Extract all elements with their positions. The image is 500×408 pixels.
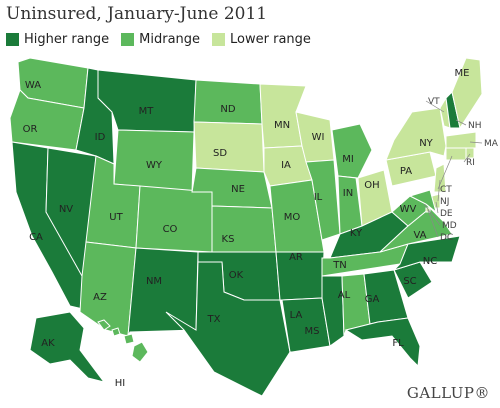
state-ri (465, 147, 475, 159)
state-label-nv: NV (59, 204, 73, 215)
state-label-tn: TN (332, 260, 347, 271)
state-label-nc: NC (423, 256, 437, 267)
leader-line-md (423, 203, 441, 226)
state-label-ny: NY (419, 138, 433, 149)
state-label-me: ME (455, 68, 470, 79)
legend: Higher range Midrange Lower range (6, 32, 311, 47)
state-ms (321, 275, 345, 347)
legend-swatch-mid (121, 33, 135, 46)
state-label-il: IL (314, 192, 323, 203)
state-hi (97, 319, 111, 331)
state-label-mi: MI (342, 154, 354, 165)
legend-swatch-high (6, 33, 19, 46)
state-label-co: CO (163, 224, 178, 235)
map-title: Uninsured, January-June 2011 (6, 4, 268, 24)
state-label-ar: AR (289, 252, 303, 263)
state-label-ga: GA (365, 294, 380, 305)
leader-line-nh (455, 119, 467, 126)
state-label-wi: WI (312, 132, 325, 143)
state-label-mo: MO (284, 212, 301, 223)
state-label-md: MD (442, 221, 457, 231)
leader-line-ma (469, 141, 483, 144)
state-hi-island (123, 333, 135, 345)
state-label-in: IN (343, 188, 353, 199)
state-hi-island (111, 327, 121, 337)
state-label-ky: KY (350, 228, 363, 239)
state-label-la: LA (290, 310, 303, 321)
state-label-ks: KS (222, 234, 235, 245)
leader-line-vt (425, 100, 445, 113)
state-label-oh: OH (364, 180, 379, 191)
state-label-nm: NM (146, 276, 162, 287)
state-ct (445, 147, 467, 161)
state-label-id: ID (95, 132, 106, 143)
state-label-nj: NJ (440, 197, 449, 207)
state-md (408, 189, 437, 214)
legend-item-mid: Midrange (121, 32, 200, 47)
legend-label-mid: Midrange (139, 32, 201, 47)
state-label-wa: WA (25, 80, 41, 91)
state-label-wv: WV (400, 204, 417, 215)
leader-line-nj (437, 179, 441, 202)
state-label-ca: CA (29, 232, 43, 243)
gallup-logo: GALLUP® (406, 384, 490, 402)
state-label-ct: CT (440, 185, 452, 195)
state-label-ri: RI (466, 158, 475, 168)
state-mi (331, 123, 373, 179)
state-label-ak: AK (41, 338, 55, 349)
legend-item-high: Higher range (6, 32, 109, 47)
state-label-fl: FL (392, 338, 404, 349)
legend-label-high: Higher range (24, 32, 110, 47)
state-label-al: AL (338, 290, 351, 301)
state-la (281, 297, 331, 353)
state-label-nd: ND (220, 104, 235, 115)
state-az (79, 241, 137, 337)
state-label-ia: IA (281, 160, 291, 171)
state-label-ne: NE (231, 184, 245, 195)
state-label-wy: WY (146, 160, 163, 171)
state-label-ma: MA (484, 139, 499, 149)
leader-line-dc (427, 209, 439, 238)
state-label-ms: MS (305, 326, 320, 337)
state-tx (165, 261, 291, 397)
state-label-vt: VT (428, 97, 440, 107)
state-label-tx: TX (207, 314, 221, 325)
legend-swatch-low (212, 33, 226, 46)
state-nj (433, 163, 447, 193)
state-me (451, 57, 483, 130)
state-label-nh: NH (468, 121, 482, 131)
state-label-hi: HI (115, 378, 125, 389)
state-ks (211, 205, 277, 253)
state-label-ut: UT (109, 212, 123, 223)
state-label-va: VA (413, 230, 426, 241)
leader-line-de (435, 201, 439, 214)
state-label-or: OR (23, 124, 38, 135)
state-label-az: AZ (93, 292, 107, 303)
state-sd (193, 121, 265, 173)
legend-item-low: Lower range (212, 32, 311, 47)
state-hi-island (131, 341, 149, 363)
state-nd (193, 79, 263, 125)
legend-label-low: Lower range (230, 32, 311, 47)
state-label-mn: MN (274, 120, 290, 131)
leader-line-ri (463, 153, 471, 163)
state-ma (445, 131, 477, 149)
state-fl (344, 317, 421, 368)
state-co (135, 185, 213, 253)
state-il (305, 159, 341, 241)
state-label-de: DE (440, 209, 453, 219)
leader-line-ct (437, 155, 453, 190)
state-ny (385, 107, 447, 161)
state-label-ok: OK (229, 270, 244, 281)
state-label-pa: PA (400, 166, 412, 177)
state-label-dc: DC (440, 233, 453, 243)
state-ak (29, 311, 106, 383)
state-nm (127, 247, 199, 337)
state-label-mt: MT (139, 106, 155, 117)
state-label-sc: SC (403, 276, 416, 287)
state-label-sd: SD (213, 148, 227, 159)
